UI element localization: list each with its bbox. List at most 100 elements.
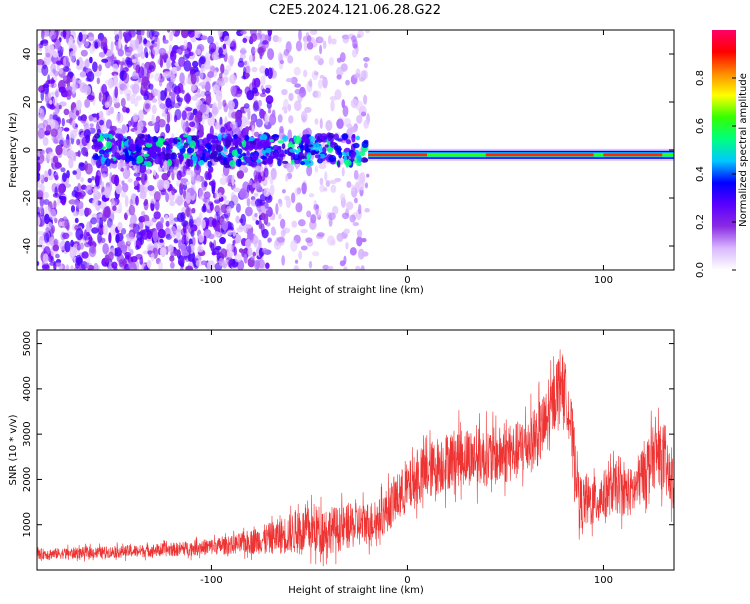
heatmap-cell — [201, 92, 205, 98]
heatmap-cell — [167, 244, 174, 253]
heatmap-cell — [70, 249, 75, 259]
heatmap-cell — [357, 248, 365, 260]
heatmap-cell — [215, 90, 223, 102]
heatmap-cell — [88, 245, 97, 258]
heatmap-cell — [211, 106, 218, 117]
heatmap-cell — [151, 30, 160, 38]
heatmap-cell — [153, 146, 162, 153]
heatmap-cell — [303, 69, 308, 78]
heatmap-cell — [229, 121, 238, 129]
heatmap-cell — [244, 126, 250, 133]
heatmap-cell — [191, 95, 198, 101]
heatmap-cell — [313, 55, 321, 62]
heatmap-cell — [292, 154, 301, 161]
heatmap-cell — [91, 199, 99, 208]
heatmap-cell — [118, 37, 122, 49]
heatmap-cell — [336, 232, 344, 242]
heatmap-cell — [55, 144, 63, 156]
heatmap-cell — [58, 68, 63, 75]
heatmap-cell — [277, 198, 283, 205]
heatmap-cell — [73, 199, 80, 206]
heatmap-cell — [63, 108, 70, 116]
heatmap-cell — [114, 86, 119, 99]
heatmap-cell — [59, 139, 64, 147]
heatmap-cell — [103, 133, 111, 139]
heatmap-cell — [138, 66, 145, 79]
heatmap-cell — [129, 198, 133, 207]
heatmap-cell — [113, 56, 117, 63]
heatmap-cell — [306, 154, 310, 160]
heatmap-cell — [105, 49, 113, 57]
heatmap-cell — [39, 196, 44, 208]
heatmap-cell — [250, 46, 256, 56]
heatmap-cell — [330, 38, 337, 45]
heatmap-cell — [133, 97, 139, 107]
heatmap-cell — [151, 88, 159, 97]
heatmap-cell — [224, 116, 228, 125]
heatmap-cell — [219, 237, 226, 245]
spectrogram-y-axis-label: Frequency (Hz) — [8, 112, 19, 188]
heatmap-cell — [356, 114, 363, 124]
heatmap-cell — [229, 74, 237, 85]
heatmap-cell — [60, 167, 66, 173]
heatmap-cell — [102, 223, 109, 236]
heatmap-cell — [243, 60, 248, 66]
heatmap-cell — [120, 246, 126, 252]
heatmap-cell — [115, 208, 121, 214]
spectrogram-x-ticks: -100 0 100 — [200, 30, 613, 286]
heatmap-cell — [232, 229, 237, 237]
heatmap-cell — [118, 61, 126, 66]
heatmap-cell — [252, 251, 257, 257]
heatmap-cell — [166, 82, 173, 93]
heatmap-cell — [40, 89, 45, 102]
heatmap-cell — [341, 167, 345, 177]
heatmap-cell — [45, 52, 51, 58]
heatmap-cell — [337, 138, 344, 142]
heatmap-cell — [165, 148, 172, 154]
heatmap-cell — [304, 106, 312, 114]
heatmap-cell — [286, 163, 294, 173]
heatmap-cell — [166, 170, 171, 178]
heatmap-cell — [158, 261, 163, 270]
heatmap-cell — [264, 113, 269, 122]
heatmap-cell — [215, 144, 224, 153]
heatmap-cell — [165, 152, 171, 161]
heatmap-cell — [113, 82, 120, 89]
heatmap-cell — [250, 256, 255, 261]
heatmap-cell — [128, 138, 134, 148]
heatmap-cell — [263, 187, 271, 197]
heatmap-cell — [329, 179, 337, 185]
heatmap-cell — [179, 182, 184, 191]
heatmap-cell — [183, 39, 188, 50]
heatmap-cell — [233, 246, 238, 257]
heatmap-cell — [198, 82, 207, 87]
heatmap-cell — [298, 250, 303, 260]
heatmap-cell — [158, 118, 166, 128]
heatmap-cell — [345, 139, 352, 145]
heatmap-cell — [107, 77, 114, 89]
heatmap-cell — [120, 191, 127, 198]
heatmap-cell — [136, 120, 144, 133]
heatmap-cell — [124, 48, 132, 57]
heatmap-cell — [81, 136, 88, 147]
heatmap-cell — [154, 72, 161, 82]
heatmap-cell — [211, 183, 216, 195]
heatmap-cell — [66, 89, 72, 97]
heatmap-cell — [249, 160, 258, 168]
heatmap-cell — [243, 253, 248, 264]
heatmap-cell — [198, 233, 205, 243]
heatmap-cell — [124, 195, 129, 208]
heatmap-cell — [91, 139, 98, 143]
heatmap-cell — [71, 189, 78, 197]
snr-x-ticks: -100 0 100 — [200, 330, 613, 586]
heatmap-cell — [143, 220, 151, 226]
heatmap-cell — [107, 110, 112, 116]
heatmap-cell — [169, 31, 173, 42]
heatmap-cell — [98, 64, 102, 72]
heatmap-cell — [261, 88, 266, 95]
heatmap-cell — [222, 43, 227, 50]
heatmap-cell — [245, 65, 251, 75]
heatmap-cell — [80, 177, 84, 183]
heatmap-cell — [173, 249, 181, 255]
